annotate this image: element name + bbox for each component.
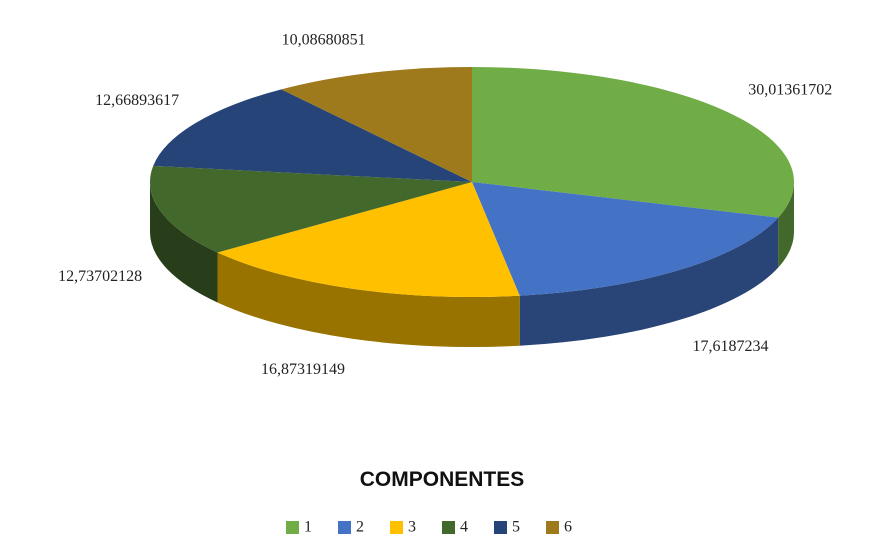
slice	[472, 182, 779, 296]
legend-swatch	[390, 521, 403, 534]
data-label: 10,08680851	[282, 32, 366, 49]
data-label: 17,6187234	[692, 338, 768, 355]
slice-side	[217, 252, 520, 347]
slice	[281, 67, 472, 182]
legend-label: 4	[460, 519, 468, 536]
legend-swatch	[546, 521, 559, 534]
slice-side	[778, 182, 795, 268]
slice	[153, 89, 472, 182]
data-label: 12,66893617	[95, 92, 179, 109]
data-label: 16,87319149	[261, 361, 345, 378]
slice-side	[519, 217, 779, 346]
chart-title: COMPONENTES	[360, 468, 525, 491]
legend-label: 1	[304, 519, 312, 536]
legend-label: 3	[408, 519, 416, 536]
data-label: 12,73702128	[58, 268, 142, 285]
slice	[150, 165, 472, 253]
slice-side	[150, 182, 218, 303]
legend-swatch	[338, 521, 351, 534]
slice	[472, 67, 795, 218]
legend-label: 6	[564, 519, 572, 536]
data-label: 30,01361702	[748, 82, 832, 99]
legend-label: 5	[512, 519, 520, 536]
slice	[217, 182, 520, 297]
legend-swatch	[442, 521, 455, 534]
legend-swatch	[286, 521, 299, 534]
legend-swatch	[494, 521, 507, 534]
legend-label: 2	[356, 519, 364, 536]
